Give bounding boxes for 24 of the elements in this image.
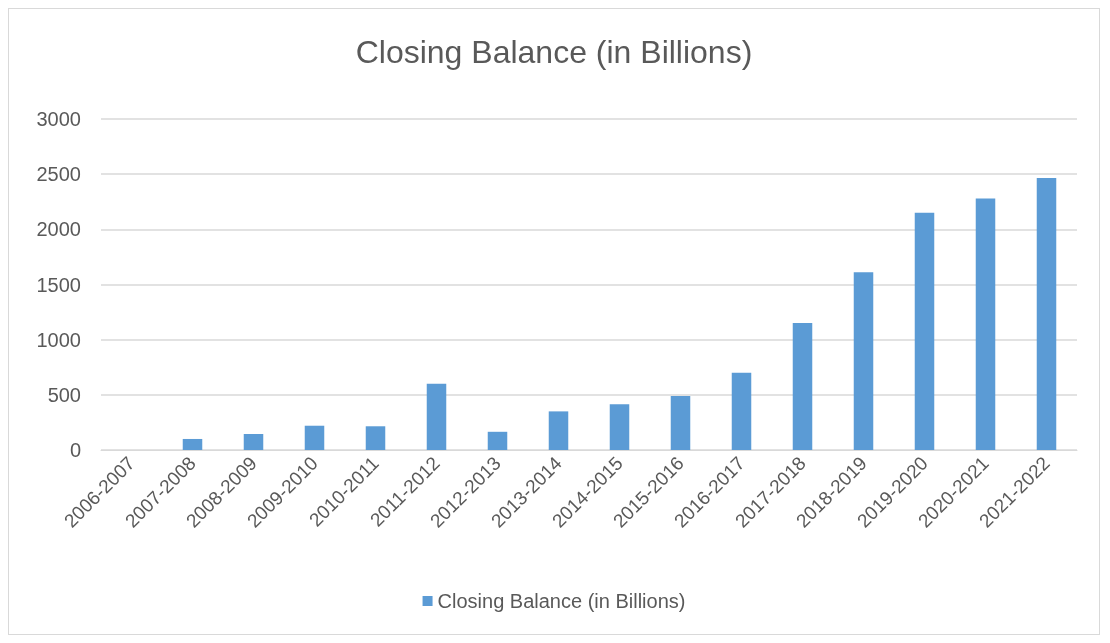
bar	[243, 434, 264, 450]
legend-label: Closing Balance (in Billions)	[437, 590, 686, 612]
bar	[731, 372, 752, 450]
bar	[670, 395, 691, 450]
y-tick-label: 1000	[36, 328, 81, 351]
bar	[975, 198, 996, 450]
bar	[914, 212, 935, 450]
chart-title: Closing Balance (in Billions)	[355, 34, 753, 70]
y-tick-label: 0	[69, 439, 81, 461]
bar	[182, 438, 203, 450]
bar	[548, 411, 569, 450]
bar	[487, 431, 508, 450]
y-tick-label: 500	[47, 383, 81, 406]
y-tick-label: 2500	[36, 163, 81, 186]
bar	[609, 404, 630, 450]
y-tick-label: 3000	[36, 108, 81, 130]
bar	[1036, 178, 1057, 450]
y-tick-label: 2000	[36, 218, 81, 241]
bar	[853, 272, 874, 450]
bar	[426, 383, 447, 450]
y-tick-label: 1500	[36, 273, 81, 296]
bar	[792, 323, 813, 450]
bar	[365, 426, 386, 450]
bar	[304, 425, 325, 450]
